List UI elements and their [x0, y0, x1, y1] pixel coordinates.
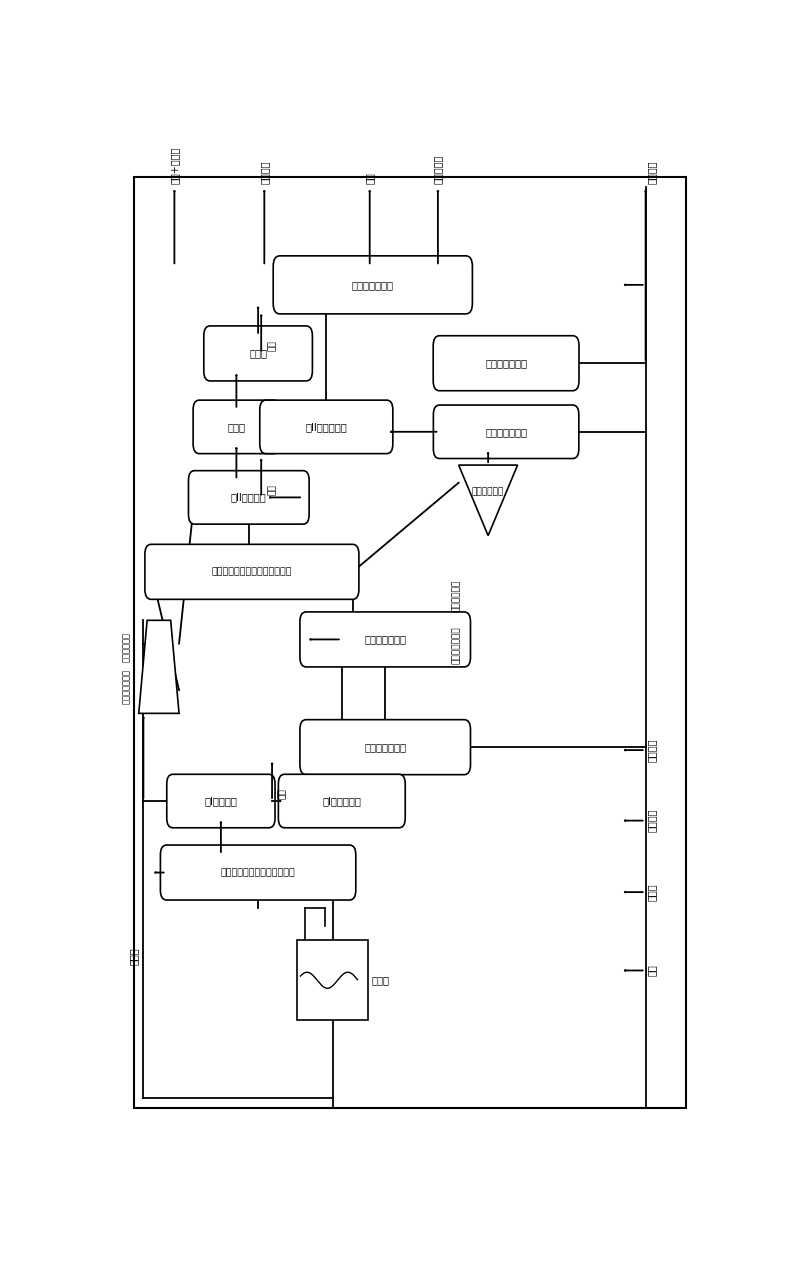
FancyBboxPatch shape [193, 401, 280, 454]
FancyBboxPatch shape [204, 326, 312, 380]
FancyBboxPatch shape [300, 720, 470, 775]
FancyBboxPatch shape [161, 845, 356, 901]
Bar [297, 940, 368, 1020]
Polygon shape [458, 466, 518, 536]
Text: 第II加氢反应器: 第II加氢反应器 [306, 422, 347, 432]
Text: 石脑油润: 石脑油润 [259, 160, 270, 184]
FancyBboxPatch shape [260, 401, 393, 454]
FancyBboxPatch shape [189, 471, 309, 524]
Text: 固体催化剂裂解及提升管反应器: 固体催化剂裂解及提升管反应器 [212, 567, 292, 576]
Text: 加氢处理分离器: 加氢处理分离器 [352, 280, 394, 290]
Text: 催化剂回收系统: 催化剂回收系统 [485, 427, 527, 436]
FancyBboxPatch shape [300, 612, 470, 667]
Text: 第II段裂解炉: 第II段裂解炉 [231, 492, 266, 502]
Text: 新氢循环压缩机: 新氢循环压缩机 [122, 669, 131, 703]
Text: 复合剂: 复合剂 [646, 883, 657, 901]
Text: 外用氢渣: 外用氢渣 [646, 160, 657, 184]
Text: 循环氢: 循环氢 [129, 946, 139, 964]
Text: 疏水: 疏水 [278, 787, 287, 799]
FancyBboxPatch shape [145, 544, 359, 599]
Text: 循环氢渣: 循环氢渣 [646, 738, 657, 762]
Text: 气体+液态烃: 气体+液态烃 [170, 146, 179, 184]
FancyBboxPatch shape [166, 775, 275, 828]
Text: 换热器: 换热器 [227, 422, 246, 432]
Text: 催化裂解半再生催化剂预处理: 催化裂解半再生催化剂预处理 [221, 868, 295, 876]
Text: 加氢处理分离器: 加氢处理分离器 [364, 635, 406, 645]
Text: 新鲜原料: 新鲜原料 [646, 809, 657, 832]
Text: 新鲜裂解催化剂: 新鲜裂解催化剂 [452, 626, 461, 664]
Text: 新氢: 新氢 [646, 964, 657, 977]
Polygon shape [138, 621, 179, 714]
Text: 催化剂回收系统: 催化剂回收系统 [485, 359, 527, 368]
Text: 疏水: 疏水 [267, 485, 277, 495]
Text: 第I加氢反应器: 第I加氢反应器 [322, 796, 362, 806]
Text: 柴油: 柴油 [365, 172, 374, 184]
FancyBboxPatch shape [434, 336, 579, 391]
Text: 催化剂再生器: 催化剂再生器 [472, 487, 504, 496]
Text: 热高压: 热高压 [249, 349, 267, 359]
Text: 第I段裂解炉: 第I段裂解炉 [205, 796, 238, 806]
Bar [134, 177, 686, 1108]
FancyBboxPatch shape [278, 775, 406, 828]
Text: 加热炉: 加热炉 [372, 976, 390, 986]
Text: 疏水: 疏水 [267, 340, 277, 351]
Text: 循环氢压缩机: 循环氢压缩机 [122, 632, 131, 663]
Text: 加氢处理分离器: 加氢处理分离器 [364, 742, 406, 752]
Text: 减压蜡分馏: 减压蜡分馏 [433, 155, 443, 184]
Text: 循环水冷却剂: 循环水冷却剂 [452, 580, 461, 612]
FancyBboxPatch shape [274, 256, 472, 314]
FancyBboxPatch shape [434, 404, 579, 458]
